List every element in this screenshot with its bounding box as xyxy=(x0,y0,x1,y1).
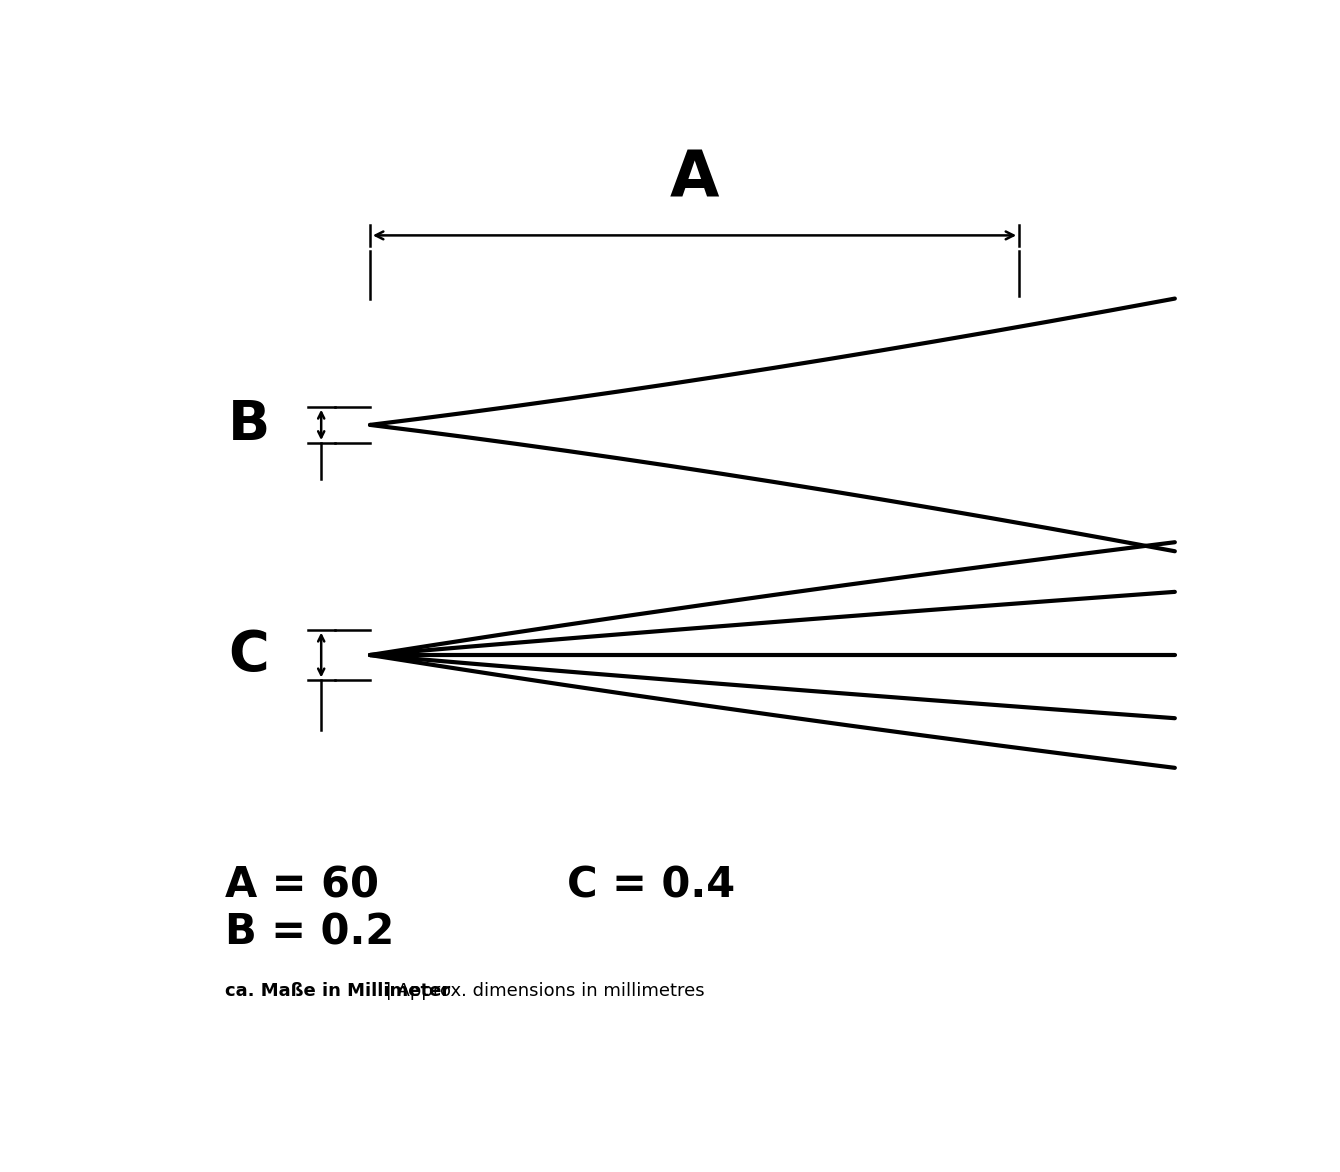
Text: C: C xyxy=(228,628,269,682)
Text: B = 0.2: B = 0.2 xyxy=(225,912,394,954)
Text: B: B xyxy=(228,398,269,452)
Text: A: A xyxy=(670,148,720,210)
Text: ca. Maße in Millimeter: ca. Maße in Millimeter xyxy=(225,982,450,1000)
Text: A = 60: A = 60 xyxy=(225,864,379,906)
Text: C = 0.4: C = 0.4 xyxy=(567,864,736,906)
Text: | Approx. dimensions in millimetres: | Approx. dimensions in millimetres xyxy=(381,982,705,1000)
